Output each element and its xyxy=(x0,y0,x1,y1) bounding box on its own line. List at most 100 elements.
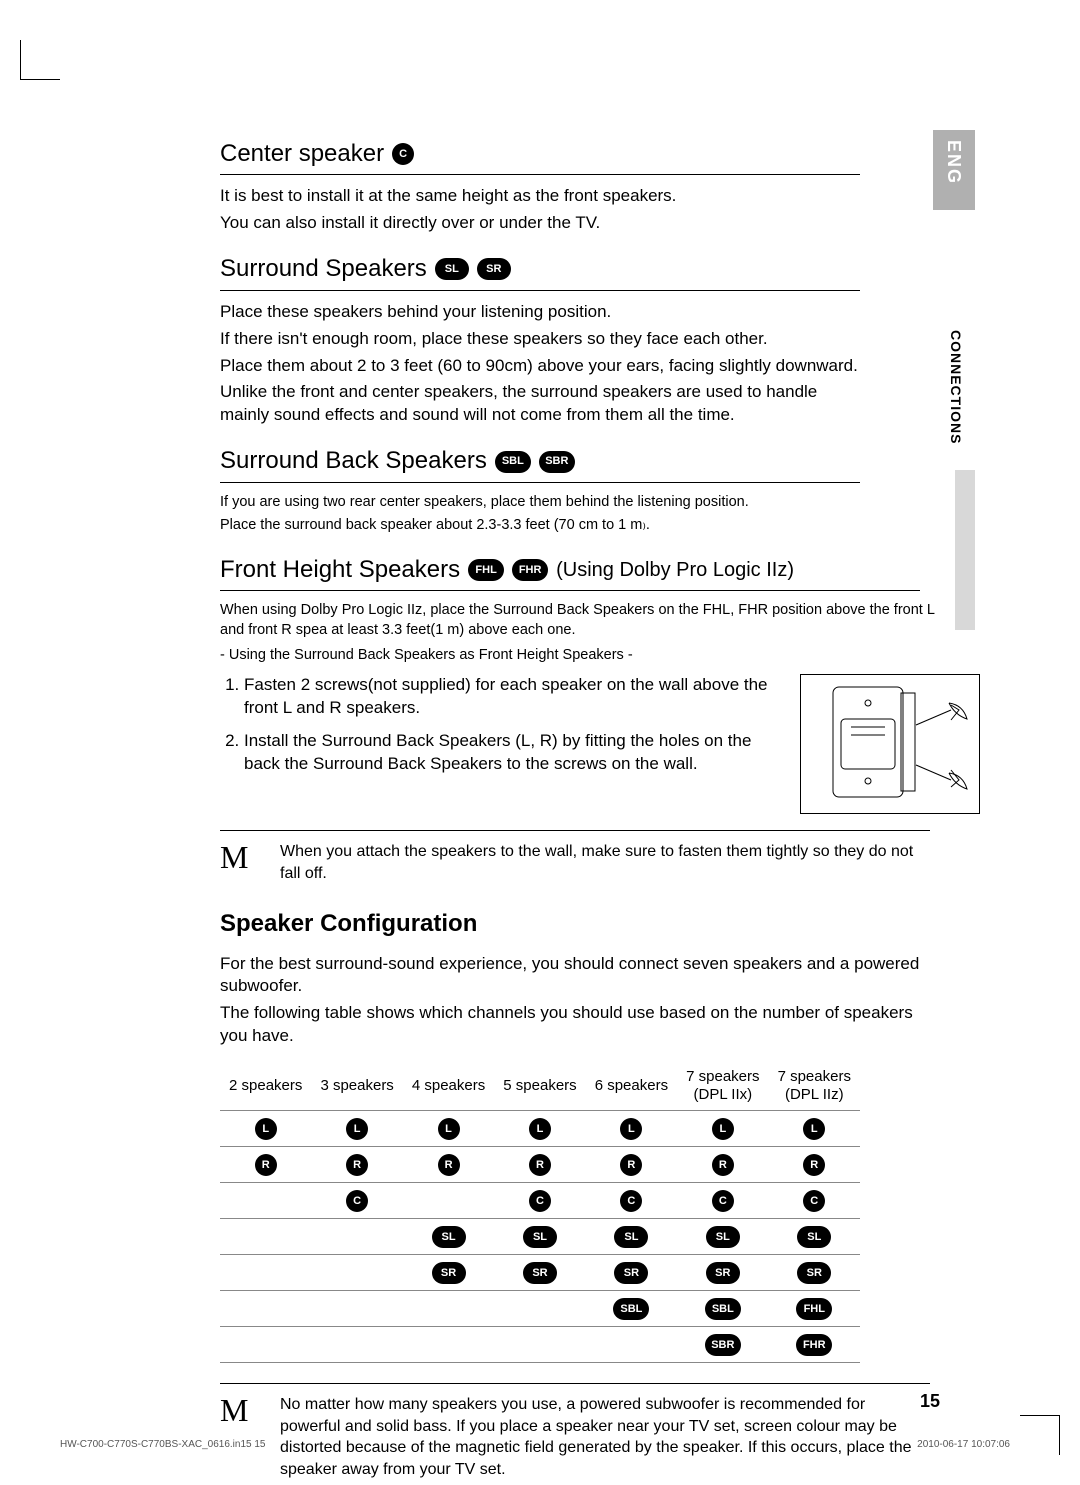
sr-icon: SR xyxy=(614,1262,648,1284)
table-row: SBL SBL FHL xyxy=(220,1291,860,1327)
table-cell: FHL xyxy=(769,1291,860,1327)
r-icon: R xyxy=(346,1154,368,1176)
text-line: Place the surround back speaker about 2.… xyxy=(220,516,920,536)
instruction-item: Install the Surround Back Speakers (L, R… xyxy=(244,730,780,776)
table-cell xyxy=(220,1327,311,1363)
text-line: You can also install it directly over or… xyxy=(220,212,920,235)
l-icon: L xyxy=(255,1118,277,1140)
table-cell xyxy=(311,1291,402,1327)
table-row: SLSLSLSLSL xyxy=(220,1219,860,1255)
note-text: No matter how many speakers you use, a p… xyxy=(280,1394,930,1480)
table-cell: R xyxy=(769,1147,860,1183)
table-row: LLLLLLL xyxy=(220,1111,860,1147)
sr-icon: SR xyxy=(706,1262,740,1284)
instruction-item: Fasten 2 screws(not supplied) for each s… xyxy=(244,674,780,720)
r-icon: R xyxy=(438,1154,460,1176)
heading-text: Center speaker xyxy=(220,138,384,170)
config-body: For the best surround-sound experience, … xyxy=(220,953,920,1049)
r-icon: R xyxy=(803,1154,825,1176)
table-cell: SR xyxy=(403,1255,494,1291)
table-header: 4 speakers xyxy=(403,1062,494,1111)
l-icon: L xyxy=(803,1118,825,1140)
heading-speaker-config: Speaker Conﬁguration xyxy=(220,908,980,940)
table-header: 5 speakers xyxy=(494,1062,585,1111)
footer-timestamp: 2010-06-17 10:07:06 xyxy=(917,1438,1010,1452)
section-side-label: CONNECTIONS xyxy=(946,330,965,444)
table-cell: C xyxy=(311,1183,402,1219)
table-cell: SL xyxy=(403,1219,494,1255)
sl-icon: SL xyxy=(435,258,469,280)
table-cell: SBL xyxy=(586,1291,677,1327)
table-row: SRSRSRSRSR xyxy=(220,1255,860,1291)
table-cell: L xyxy=(677,1111,768,1147)
sl-icon: SL xyxy=(706,1226,740,1248)
note-block: M When you attach the speakers to the wa… xyxy=(220,830,930,884)
sr-icon: SR xyxy=(432,1262,466,1284)
c-icon: C xyxy=(529,1190,551,1212)
table-cell: L xyxy=(311,1111,402,1147)
surround-back-body: If you are using two rear center speaker… xyxy=(220,493,920,536)
table-cell: SR xyxy=(677,1255,768,1291)
l-icon: L xyxy=(438,1118,460,1140)
table-cell: SBR xyxy=(677,1327,768,1363)
footer-filename: HW-C700-C770S-C770BS-XAC_0616.in15 15 xyxy=(60,1438,265,1452)
table-cell: R xyxy=(586,1147,677,1183)
l-icon: L xyxy=(346,1118,368,1140)
table-cell: SR xyxy=(494,1255,585,1291)
table-header: 6 speakers xyxy=(586,1062,677,1111)
l-icon: L xyxy=(620,1118,642,1140)
fhl-icon: FHL xyxy=(468,559,504,581)
r-icon: R xyxy=(620,1154,642,1176)
r-icon: R xyxy=(712,1154,734,1176)
table-cell: R xyxy=(311,1147,402,1183)
fhl-icon: FHL xyxy=(796,1298,832,1320)
table-cell: L xyxy=(769,1111,860,1147)
table-cell xyxy=(311,1219,402,1255)
instruction-row: Fasten 2 screws(not supplied) for each s… xyxy=(220,674,980,814)
speaker-config-table: 2 speakers3 speakers4 speakers5 speakers… xyxy=(220,1062,860,1363)
table-cell xyxy=(220,1255,311,1291)
sl-icon: SL xyxy=(797,1226,831,1248)
table-cell: C xyxy=(494,1183,585,1219)
sbl-icon: SBL xyxy=(705,1298,741,1320)
table-header: 7 speakers(DPL IIz) xyxy=(769,1062,860,1111)
table-cell: SL xyxy=(677,1219,768,1255)
sl-icon: SL xyxy=(432,1226,466,1248)
table-cell: L xyxy=(403,1111,494,1147)
heading-surround: Surround Speakers SL SR xyxy=(220,253,860,290)
heading-text: Surround Back Speakers xyxy=(220,445,487,477)
table-cell xyxy=(220,1183,311,1219)
table-cell: SR xyxy=(586,1255,677,1291)
sr-icon: SR xyxy=(523,1262,557,1284)
surround-body: Place these speakers behind your listeni… xyxy=(220,301,860,428)
heading-center-speaker: Center speaker C xyxy=(220,138,860,175)
sbr-icon: SBR xyxy=(705,1334,741,1356)
note-block: M No matter how many speakers you use, a… xyxy=(220,1383,930,1480)
wall-mount-diagram xyxy=(800,674,980,814)
r-icon: R xyxy=(255,1154,277,1176)
sbl-icon: SBL xyxy=(613,1298,649,1320)
c-icon: C xyxy=(392,143,414,165)
table-cell xyxy=(403,1291,494,1327)
table-cell: R xyxy=(494,1147,585,1183)
note-mark-icon: M xyxy=(220,841,260,873)
l-icon: L xyxy=(712,1118,734,1140)
text-line: If you are using two rear center speaker… xyxy=(220,493,920,513)
table-cell: SL xyxy=(494,1219,585,1255)
table-header: 2 speakers xyxy=(220,1062,311,1111)
table-cell xyxy=(494,1327,585,1363)
center-body: It is best to install it at the same hei… xyxy=(220,185,920,235)
crop-mark-tl xyxy=(20,40,60,80)
l-icon: L xyxy=(529,1118,551,1140)
table-cell: L xyxy=(494,1111,585,1147)
sbl-icon: SBL xyxy=(495,451,531,473)
table-cell xyxy=(311,1327,402,1363)
table-cell xyxy=(220,1219,311,1255)
heading-front-height: Front Height Speakers FHL FHR (Using Dol… xyxy=(220,554,920,591)
sl-icon: SL xyxy=(523,1226,557,1248)
heading-text: Surround Speakers xyxy=(220,253,427,285)
table-cell: FHR xyxy=(769,1327,860,1363)
c-icon: C xyxy=(712,1190,734,1212)
table-cell xyxy=(311,1255,402,1291)
instruction-text: Fasten 2 screws(not supplied) for each s… xyxy=(220,674,780,786)
